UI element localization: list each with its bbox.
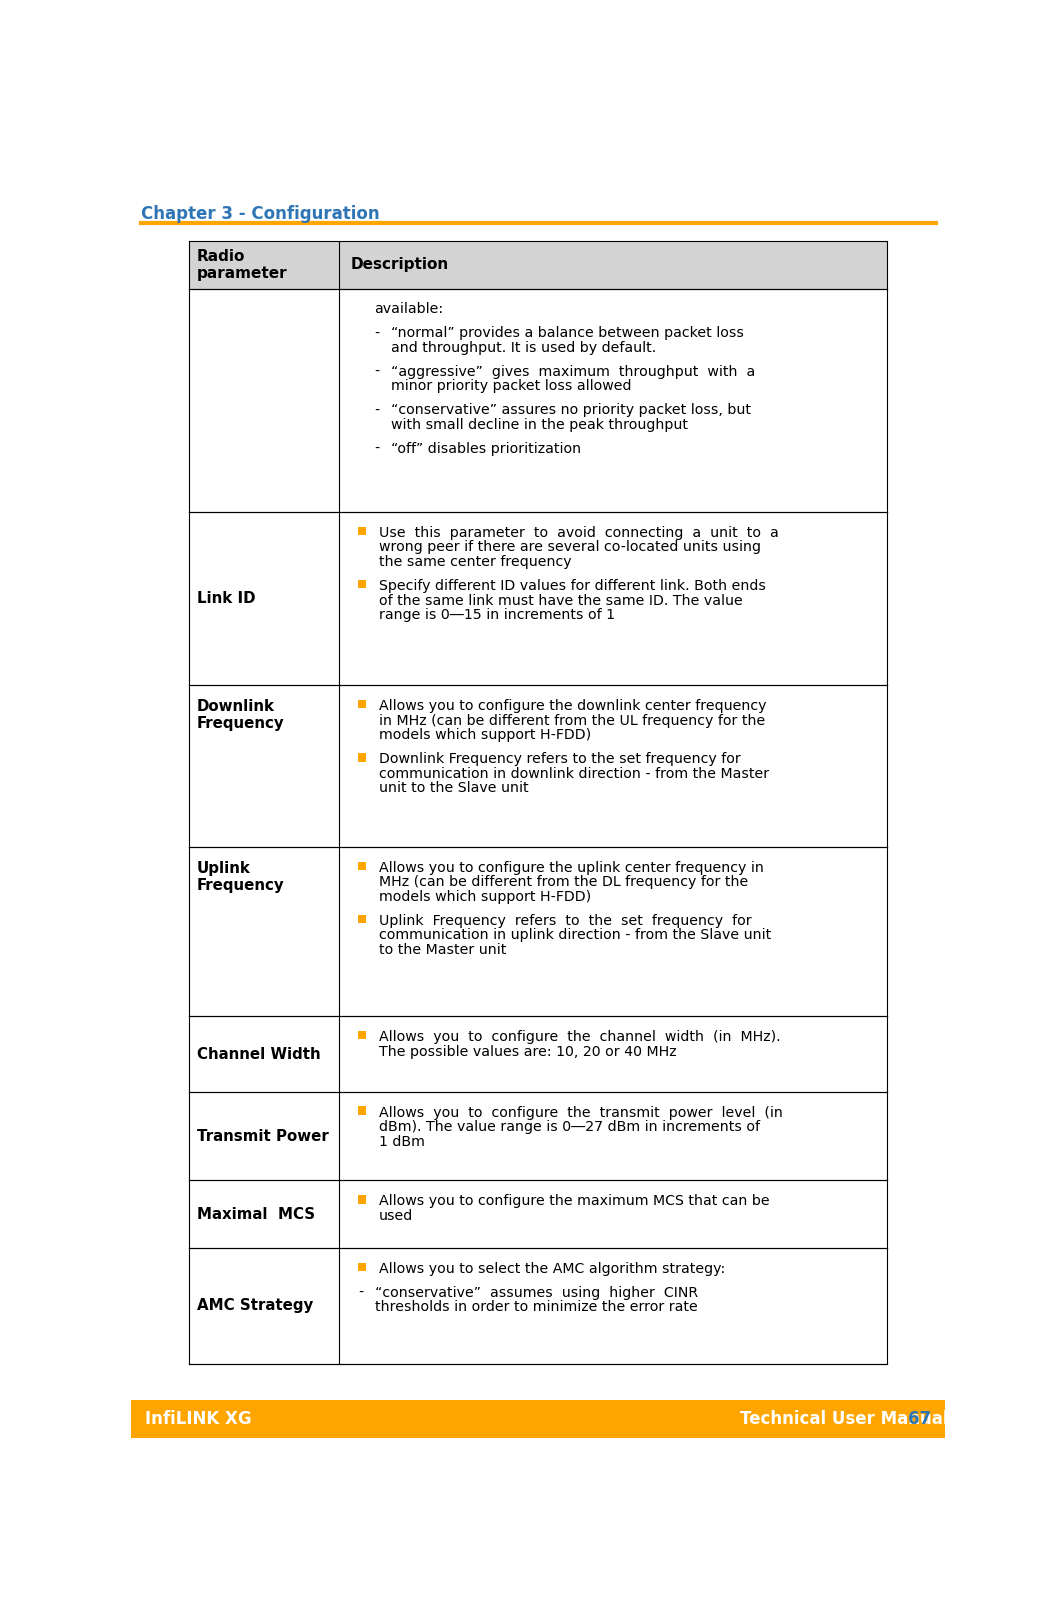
Text: 67: 67 [908, 1411, 931, 1429]
Text: used: used [379, 1209, 414, 1223]
Text: Allows  you  to  configure  the  transmit  power  level  (in: Allows you to configure the transmit pow… [379, 1105, 783, 1120]
Bar [189, 685, 887, 847]
Text: thresholds in order to minimize the error rate: thresholds in order to minimize the erro… [376, 1301, 698, 1314]
Bar [189, 241, 887, 289]
Text: AMC Strategy: AMC Strategy [197, 1298, 313, 1314]
Bar [358, 1031, 366, 1039]
Text: minor priority packet loss allowed: minor priority packet loss allowed [391, 380, 631, 393]
Text: “off” disables prioritization: “off” disables prioritization [391, 441, 581, 456]
Text: The possible values are: 10, 20 or 40 MHz: The possible values are: 10, 20 or 40 MH… [379, 1046, 677, 1058]
Text: Downlink
Frequency: Downlink Frequency [197, 700, 285, 732]
Text: Allows  you  to  configure  the  channel  width  (in  MHz).: Allows you to configure the channel widt… [379, 1029, 781, 1044]
Text: Description: Description [351, 257, 448, 271]
Bar [358, 700, 366, 708]
Text: 1 dBm: 1 dBm [379, 1134, 425, 1149]
Text: “conservative”  assumes  using  higher  CINR: “conservative” assumes using higher CINR [376, 1286, 698, 1299]
Bar [189, 1180, 887, 1248]
Bar [189, 847, 887, 1016]
Bar [358, 580, 366, 588]
Text: Technical User Manual: Technical User Manual [739, 1411, 948, 1429]
Text: range is 0―15 in increments of 1: range is 0―15 in increments of 1 [379, 608, 615, 622]
Text: “normal” provides a balance between packet loss: “normal” provides a balance between pack… [391, 326, 743, 341]
Text: -: - [374, 441, 379, 456]
Text: communication in uplink direction - from the Slave unit: communication in uplink direction - from… [379, 929, 772, 942]
Text: Uplink
Frequency: Uplink Frequency [197, 861, 285, 894]
Text: dBm). The value range is 0―27 dBm in increments of: dBm). The value range is 0―27 dBm in inc… [379, 1120, 760, 1134]
Text: Specify different ID values for different link. Both ends: Specify different ID values for differen… [379, 579, 766, 593]
Text: models which support H-FDD): models which support H-FDD) [379, 729, 591, 742]
Bar [189, 289, 887, 512]
Text: available:: available: [374, 302, 443, 317]
Text: communication in downlink direction - from the Master: communication in downlink direction - fr… [379, 768, 770, 781]
Text: unit to the Slave unit: unit to the Slave unit [379, 782, 529, 795]
Bar [358, 1262, 366, 1272]
Bar [189, 1016, 887, 1092]
Bar [358, 1196, 366, 1204]
Text: Transmit Power: Transmit Power [197, 1128, 329, 1144]
Text: Allows you to configure the uplink center frequency in: Allows you to configure the uplink cente… [379, 861, 764, 874]
Text: Link ID: Link ID [197, 591, 255, 606]
Bar [358, 753, 366, 761]
Text: Uplink  Frequency  refers  to  the  set  frequency  for: Uplink Frequency refers to the set frequ… [379, 915, 752, 928]
Text: Maximal  MCS: Maximal MCS [197, 1207, 315, 1222]
Bar [358, 915, 366, 923]
Text: and throughput. It is used by default.: and throughput. It is used by default. [391, 341, 656, 356]
Text: Chapter 3 - Configuration: Chapter 3 - Configuration [141, 205, 379, 223]
Text: Channel Width: Channel Width [197, 1047, 320, 1062]
Bar [189, 512, 887, 685]
Bar [358, 1107, 366, 1115]
Text: MHz (can be different from the DL frequency for the: MHz (can be different from the DL freque… [379, 876, 749, 889]
Text: Allows you to configure the maximum MCS that can be: Allows you to configure the maximum MCS … [379, 1194, 770, 1209]
Text: of the same link must have the same ID. The value: of the same link must have the same ID. … [379, 593, 743, 608]
Bar [358, 861, 366, 869]
Text: -: - [374, 404, 379, 417]
Text: wrong peer if there are several co-located units using: wrong peer if there are several co-locat… [379, 540, 761, 554]
Text: Radio
parameter: Radio parameter [197, 249, 288, 281]
Text: Downlink Frequency refers to the set frequency for: Downlink Frequency refers to the set fre… [379, 751, 741, 766]
Text: with small decline in the peak throughput: with small decline in the peak throughpu… [391, 419, 688, 431]
Text: Allows you to configure the downlink center frequency: Allows you to configure the downlink cen… [379, 700, 766, 713]
Bar [189, 1092, 887, 1180]
Text: to the Master unit: to the Master unit [379, 944, 506, 957]
Text: models which support H-FDD): models which support H-FDD) [379, 890, 591, 903]
Text: -: - [374, 365, 379, 378]
Text: in MHz (can be different from the UL frequency for the: in MHz (can be different from the UL fre… [379, 714, 765, 727]
Text: -: - [358, 1286, 363, 1299]
Text: -: - [374, 326, 379, 341]
Text: “conservative” assures no priority packet loss, but: “conservative” assures no priority packe… [391, 404, 751, 417]
Bar [358, 527, 366, 535]
Text: “aggressive”  gives  maximum  throughput  with  a: “aggressive” gives maximum throughput wi… [391, 365, 755, 378]
Bar [189, 1248, 887, 1364]
Text: Use  this  parameter  to  avoid  connecting  a  unit  to  a: Use this parameter to avoid connecting a… [379, 525, 779, 540]
Bar [131, 1399, 945, 1438]
Text: Allows you to select the AMC algorithm strategy:: Allows you to select the AMC algorithm s… [379, 1262, 726, 1277]
Text: InfiLINK XG: InfiLINK XG [145, 1411, 252, 1429]
Text: the same center frequency: the same center frequency [379, 554, 572, 569]
